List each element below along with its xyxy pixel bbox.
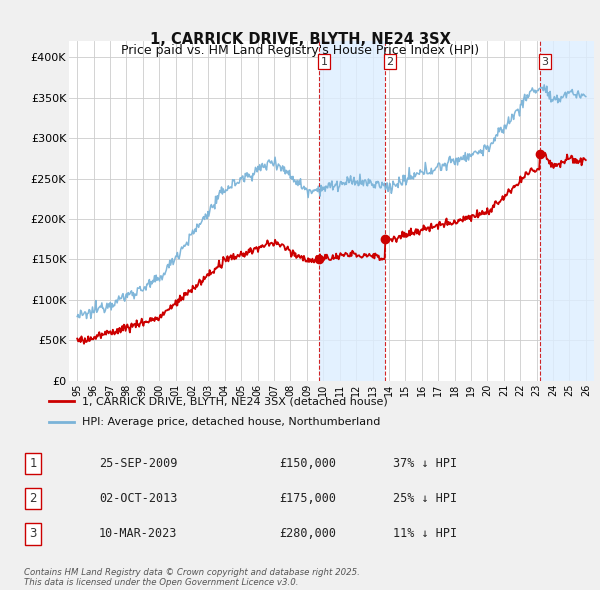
Text: 37% ↓ HPI: 37% ↓ HPI bbox=[393, 457, 457, 470]
Text: 10-MAR-2023: 10-MAR-2023 bbox=[99, 527, 178, 540]
Text: Contains HM Land Registry data © Crown copyright and database right 2025.
This d: Contains HM Land Registry data © Crown c… bbox=[24, 568, 360, 587]
Text: 02-OCT-2013: 02-OCT-2013 bbox=[99, 492, 178, 505]
Text: 1, CARRICK DRIVE, BLYTH, NE24 3SX: 1, CARRICK DRIVE, BLYTH, NE24 3SX bbox=[149, 32, 451, 47]
Bar bbox=[319, 41, 385, 381]
Text: 1, CARRICK DRIVE, BLYTH, NE24 3SX (detached house): 1, CARRICK DRIVE, BLYTH, NE24 3SX (detac… bbox=[82, 396, 388, 407]
Text: HPI: Average price, detached house, Northumberland: HPI: Average price, detached house, Nort… bbox=[82, 417, 380, 427]
Text: 3: 3 bbox=[541, 57, 548, 67]
Text: 2: 2 bbox=[29, 492, 37, 505]
Text: £175,000: £175,000 bbox=[279, 492, 336, 505]
Text: Price paid vs. HM Land Registry's House Price Index (HPI): Price paid vs. HM Land Registry's House … bbox=[121, 44, 479, 57]
Bar bbox=[539, 41, 594, 381]
Text: 3: 3 bbox=[29, 527, 37, 540]
Text: 25% ↓ HPI: 25% ↓ HPI bbox=[393, 492, 457, 505]
Text: 2: 2 bbox=[386, 57, 394, 67]
Text: 1: 1 bbox=[320, 57, 328, 67]
Text: £280,000: £280,000 bbox=[279, 527, 336, 540]
Text: 25-SEP-2009: 25-SEP-2009 bbox=[99, 457, 178, 470]
Text: £150,000: £150,000 bbox=[279, 457, 336, 470]
Text: 11% ↓ HPI: 11% ↓ HPI bbox=[393, 527, 457, 540]
Text: 1: 1 bbox=[29, 457, 37, 470]
